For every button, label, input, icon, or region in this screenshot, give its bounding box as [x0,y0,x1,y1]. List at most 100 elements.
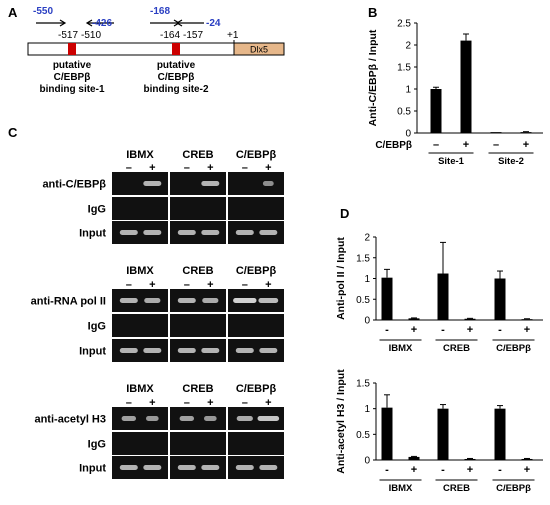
y-tick-label: 2 [405,41,411,52]
gel-row-label: IgG [88,204,106,216]
gel-row-label: Input [79,463,106,475]
bar [464,458,476,460]
sign-label: – [126,279,132,291]
sign-label: + [411,324,417,336]
gel-lane-box [112,456,168,479]
gel-lane-box [228,172,284,195]
panel-label-c: C [8,125,18,140]
y-tick-label: 1.5 [356,253,370,264]
gel-band [143,465,162,470]
bar [430,89,442,133]
y-tick-label: 1 [364,404,370,415]
gel-lane-box [170,339,226,362]
y-tick-label: 1.5 [397,63,411,74]
sign-label: – [184,162,190,174]
sign-label: + [207,397,213,409]
panel-label-b: B [368,5,377,20]
row-label: C/EBPβ [375,140,412,151]
sign-label: + [149,162,155,174]
gel-band [235,348,254,353]
site2-caption: putative [157,60,196,71]
binding-site-2-box [172,43,180,55]
gel-row-label: Input [79,346,106,358]
gel-group-label: C/EBPβ [236,383,277,395]
y-tick-label: 0 [405,129,411,140]
bar [494,278,506,320]
gel-group-label: IBMX [126,383,154,395]
gel-lane-box [228,197,284,220]
group-label: CREB [443,483,470,494]
y-tick-label: 1 [405,85,411,96]
sign-label: – [126,397,132,409]
gel-band [143,181,162,186]
gel-lane-box [112,339,168,362]
bar [460,40,472,133]
gel-band [201,348,220,353]
gel-band [235,465,254,470]
group-label: C/EBPβ [496,483,531,494]
site2-caption: binding site-2 [144,84,209,95]
y-tick-label: 0.5 [356,430,370,441]
sign-label: + [467,464,473,476]
sign-label: – [184,397,190,409]
sign-label: + [265,162,271,174]
chip-gel-panel: IBMX– +CREB– +C/EBPβ– +anti-C/EBPβIgGInputI… [31,149,284,479]
gene-label: Dlx5 [250,45,268,55]
group-label: IBMX [389,343,413,354]
sign-label: + [523,139,529,151]
gel-band [259,465,278,470]
bar [490,132,502,133]
sign-label: + [463,139,469,151]
sign-label: - [441,464,445,476]
gel-band [236,416,253,421]
position-label: -164 [160,30,180,41]
sign-label: - [441,324,445,336]
gel-band [259,348,278,353]
sign-label: + [411,464,417,476]
primer-arrows [36,19,204,27]
y-tick-label: 0.5 [356,295,370,306]
sign-label: – [126,162,132,174]
gel-lane-box [228,407,284,430]
gel-group-label: CREB [182,383,213,395]
gel-group-label: C/EBPβ [236,149,277,161]
group-label: IBMX [389,483,413,494]
gel-band [179,416,194,421]
bar [437,273,449,320]
sign-label: – [184,279,190,291]
gel-band [233,298,257,303]
y-tick-label: 1.5 [356,379,370,390]
gel-band [146,416,159,421]
gel-lane-box [170,221,226,244]
gel-band [201,230,220,235]
gel-lane-box [228,221,284,244]
gel-band [119,230,138,235]
sign-label: – [242,279,248,291]
sign-label: – [242,162,248,174]
gel-lane-box [112,289,168,312]
gel-band [143,230,162,235]
sign-label: – [242,397,248,409]
primer-label: -24 [206,18,221,29]
dlx5-gene-box [233,42,285,56]
y-axis-label: Anti-pol II / Input [335,237,347,320]
gel-row-label: IgG [88,439,106,451]
gel-lane-box [112,314,168,337]
gel-band [177,348,196,353]
bar [521,319,533,320]
group-label: Site-2 [498,156,524,167]
gel-band [177,230,196,235]
group-label: CREB [443,343,470,354]
sign-label: + [524,324,530,336]
gel-group-label: IBMX [126,149,154,161]
bar [494,408,506,460]
sign-label: - [498,464,502,476]
site1-caption: binding site-1 [40,84,105,95]
gel-row-label: anti-acetyl H3 [34,414,106,426]
chart-d-bottom: 0 0.5 1 1.5 Anti-acetyl H3 / Input - + - + - + IBMX… [335,369,543,494]
gel-band [235,230,254,235]
sign-label: + [149,279,155,291]
sign-label: + [467,324,473,336]
gel-row-label: anti-RNA pol II [31,296,106,308]
